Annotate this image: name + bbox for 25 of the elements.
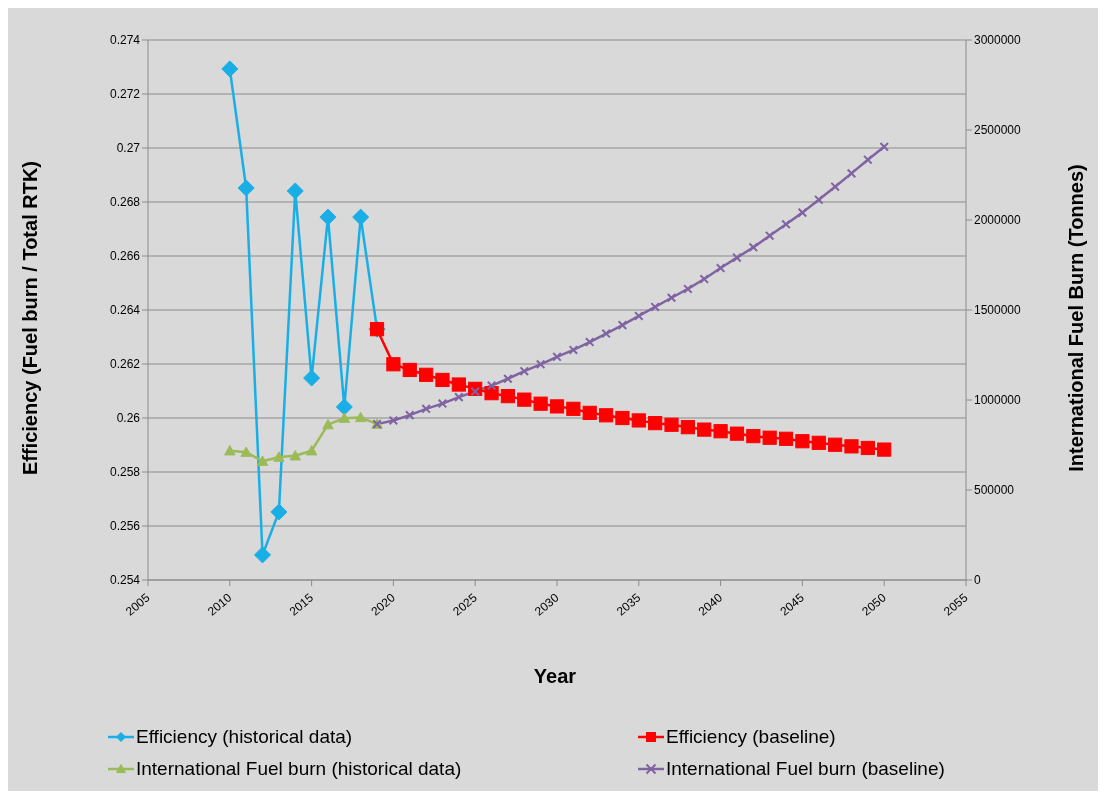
y-tick-label: 0.264 — [109, 303, 141, 318]
y-tick-label: 0.266 — [109, 249, 141, 264]
y-tick-label: 0.27 — [116, 141, 141, 156]
y-tick-label: 0.272 — [109, 87, 141, 102]
y2-tick-label: 500000 — [974, 483, 1015, 498]
y-tick-label: 0.26 — [116, 411, 141, 426]
y2-tick-label: 1500000 — [974, 303, 1022, 318]
y2-tick-label: 0 — [974, 573, 981, 588]
legend-label: International Fuel burn (historical data) — [136, 758, 462, 780]
y-tick-label: 0.268 — [109, 195, 141, 210]
y-tick-label: 0.256 — [109, 519, 141, 534]
legend-label: Efficiency (historical data) — [136, 726, 353, 748]
y-tick-label: 0.258 — [109, 465, 141, 480]
x-axis-title: Year — [533, 664, 577, 688]
y2-tick-label: 1000000 — [974, 393, 1022, 408]
y2-tick-label: 2500000 — [974, 123, 1022, 138]
y-axis-title: Efficiency (Fuel burn / Total RTK) — [18, 160, 42, 476]
y2-axis-title: International Fuel Burn (Tonnes) — [1064, 164, 1088, 472]
y2-tick-label: 2000000 — [974, 213, 1022, 228]
legend-label: International Fuel burn (baseline) — [666, 758, 945, 780]
y-tick-label: 0.262 — [109, 357, 141, 372]
y-tick-label: 0.254 — [109, 573, 141, 588]
y-tick-label: 0.274 — [109, 33, 141, 48]
legend-label: Efficiency (baseline) — [666, 726, 836, 748]
y2-tick-label: 3000000 — [974, 33, 1022, 48]
